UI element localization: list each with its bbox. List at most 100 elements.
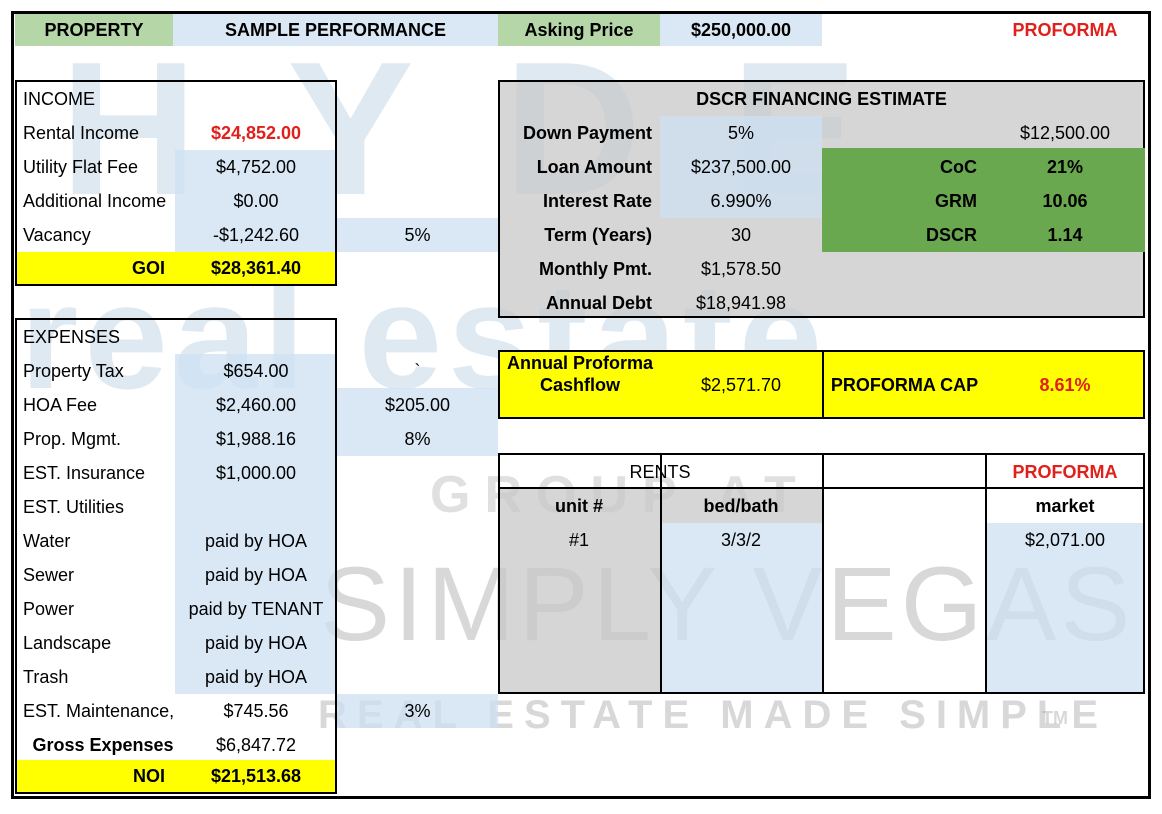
metric-value: 21% [1046, 157, 1084, 177]
row-value: paid by HOA [204, 531, 308, 551]
row-value: $4,752.00 [215, 157, 297, 177]
cell-fill [173, 14, 498, 46]
header-label: PROPERTY [44, 20, 144, 40]
row-label: Trash [23, 667, 69, 687]
cell-fill [985, 523, 1145, 692]
row-label: Monthly Pmt. [539, 259, 652, 279]
row-value: $2,460.00 [215, 395, 297, 415]
row-extra: 8% [404, 429, 431, 449]
cap-label: PROFORMA CAP [830, 375, 979, 395]
cell-fill [17, 760, 335, 792]
income-box [15, 80, 337, 286]
row-label: Down Payment [522, 123, 652, 143]
row-label: Prop. Mgmt. [23, 429, 122, 449]
cell-fill [660, 184, 822, 218]
column-header: market [1035, 496, 1095, 516]
row-value: $1,000.00 [215, 463, 297, 483]
divider [822, 350, 824, 419]
header-label: Asking Price [524, 20, 634, 40]
divider [498, 487, 1145, 489]
divider [660, 453, 662, 694]
column-header: bed/bath [703, 496, 779, 516]
row-label: Property Tax [23, 361, 124, 381]
row-label: Power [23, 599, 75, 619]
row-label: Annual Debt [546, 293, 652, 313]
watermark: TM [1042, 708, 1068, 728]
row-value: 5% [727, 123, 754, 143]
row-label: EST. Insurance [23, 463, 146, 483]
row-label: Additional Income [23, 191, 167, 211]
row-value: paid by HOA [204, 633, 308, 653]
rents-box [498, 453, 1145, 694]
header-value: SAMPLE PERFORMANCE [224, 20, 446, 40]
cell-fill [498, 523, 660, 692]
cell-fill [337, 218, 498, 252]
row-label: HOA Fee [23, 395, 98, 415]
row-label: Landscape [23, 633, 112, 653]
expenses-box [15, 318, 337, 794]
sheet-border [11, 11, 1151, 799]
divider [822, 453, 824, 694]
row-extra: $205.00 [384, 395, 451, 415]
row-label: EST. Utilities [23, 497, 125, 517]
row-value: $745.56 [223, 701, 289, 721]
total-value: $21,513.68 [210, 766, 302, 786]
row-label: Sewer [23, 565, 75, 585]
cell-fill [15, 14, 173, 46]
row-value: paid by TENANT [188, 599, 324, 619]
gross-value: $6,847.72 [215, 735, 297, 755]
row-label: Rental Income [23, 123, 140, 143]
metric-label: GRM [935, 191, 977, 211]
total-label: GOI [131, 258, 165, 278]
row-value: $1,578.50 [700, 259, 782, 279]
row-extra: ` [414, 361, 421, 381]
column-header: unit # [555, 496, 603, 516]
row-value: 6.990% [710, 191, 772, 211]
cell-fill [498, 14, 660, 46]
section-title: DSCR FINANCING ESTIMATE [696, 89, 947, 109]
rent-cell: $2,071.00 [1024, 530, 1106, 550]
row-extra: 5% [404, 225, 431, 245]
cell-fill [822, 148, 1145, 252]
row-value: $1,988.16 [215, 429, 297, 449]
row-value: $237,500.00 [690, 157, 792, 177]
section-title: INCOME [23, 89, 95, 109]
row-value: $654.00 [223, 361, 289, 381]
cell-fill [175, 150, 337, 252]
row-value: paid by HOA [204, 565, 308, 585]
rents-status: PROFORMA [1012, 462, 1118, 482]
header-value: $250,000.00 [690, 20, 792, 40]
section-title: EXPENSES [23, 327, 121, 347]
row-value: $18,941.98 [695, 293, 787, 313]
cell-fill [175, 354, 337, 694]
metric-value: 10.06 [1042, 191, 1088, 211]
cashflow-box [498, 350, 1145, 419]
cell-fill [660, 14, 822, 46]
row-value: $24,852.00 [210, 123, 302, 143]
metric-label: DSCR [925, 225, 977, 245]
cashflow-value: $2,571.70 [700, 375, 782, 395]
total-value: $28,361.40 [210, 258, 302, 278]
row-label: Vacancy [23, 225, 91, 245]
metric-label: CoC [940, 157, 977, 177]
cashflow-label: Annual Proforma Cashflow [506, 353, 653, 395]
row-label: Water [23, 531, 71, 551]
section-title: RENTS [629, 462, 691, 482]
cell-fill [17, 252, 335, 284]
row-value: 30 [730, 225, 752, 245]
row-label: EST. Maintenance, [23, 701, 175, 721]
cell-fill [660, 116, 822, 184]
cell-fill [337, 694, 498, 728]
row-value: paid by HOA [204, 667, 308, 687]
cell-fill [337, 388, 498, 456]
row-label: Loan Amount [536, 157, 652, 177]
cell-fill [660, 523, 822, 692]
header-status: PROFORMA [1012, 20, 1118, 40]
row-value: $0.00 [233, 191, 279, 211]
divider [985, 453, 987, 694]
row-label: Term (Years) [544, 225, 652, 245]
metric-value: 1.14 [1047, 225, 1083, 245]
rent-cell: 3/3/2 [720, 530, 762, 550]
